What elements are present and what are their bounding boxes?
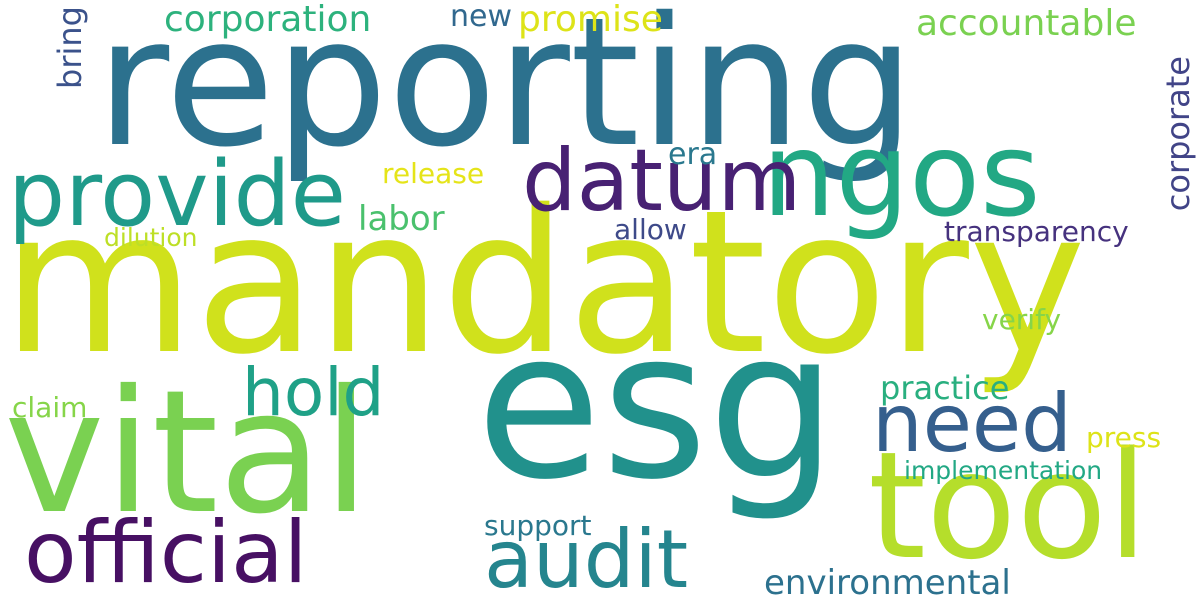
word-hold: hold [242,354,385,431]
word-corporate: corporate [1159,56,1197,212]
word-implementation: implementation [904,456,1103,485]
word-claim: claim [12,391,88,424]
word-official: official [24,503,308,600]
word-new: new [450,0,513,34]
word-release: release [382,157,485,190]
word-tool: tool [868,420,1149,592]
word-allow: allow [614,213,687,246]
word-support: support [484,509,592,542]
word-accountable: accountable [916,3,1137,44]
word-mandatory: mandatory [2,167,1087,398]
word-promise: promise [518,0,663,40]
word-need: need [872,377,1072,470]
word-datum: datum [522,131,802,231]
word-transparency: transparency [944,215,1129,248]
word-vital: vital [4,354,370,552]
word-verify: verify [982,303,1062,336]
word-practice: practice [880,369,1010,407]
word-dilution: dilution [104,223,198,252]
word-environmental: environmental [764,563,1011,600]
word-era: era [668,137,718,172]
word-press: press [1086,421,1162,454]
word-labor: labor [358,199,445,239]
word-audit: audit [484,513,689,600]
word-ngos: ngos [762,108,1041,243]
word-corporation: corporation [164,0,372,40]
word-bring: bring [51,6,89,89]
word-reporting: reporting [96,0,915,186]
word-esg: esg [476,288,838,525]
word-provide: provide [8,142,346,247]
